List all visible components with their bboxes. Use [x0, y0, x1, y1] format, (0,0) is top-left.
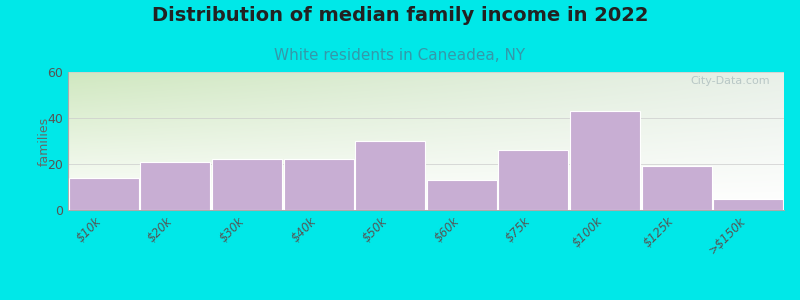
- Bar: [212, 159, 282, 210]
- Y-axis label: families: families: [38, 116, 51, 166]
- Bar: [69, 178, 139, 210]
- Bar: [713, 199, 783, 210]
- Bar: [642, 166, 712, 210]
- Bar: [283, 159, 354, 210]
- Bar: [570, 111, 640, 210]
- Bar: [498, 150, 569, 210]
- Text: White residents in Caneadea, NY: White residents in Caneadea, NY: [274, 48, 526, 63]
- Text: Distribution of median family income in 2022: Distribution of median family income in …: [152, 6, 648, 25]
- Bar: [426, 180, 497, 210]
- Bar: [355, 141, 426, 210]
- Text: City-Data.com: City-Data.com: [690, 76, 770, 86]
- Bar: [140, 162, 210, 210]
